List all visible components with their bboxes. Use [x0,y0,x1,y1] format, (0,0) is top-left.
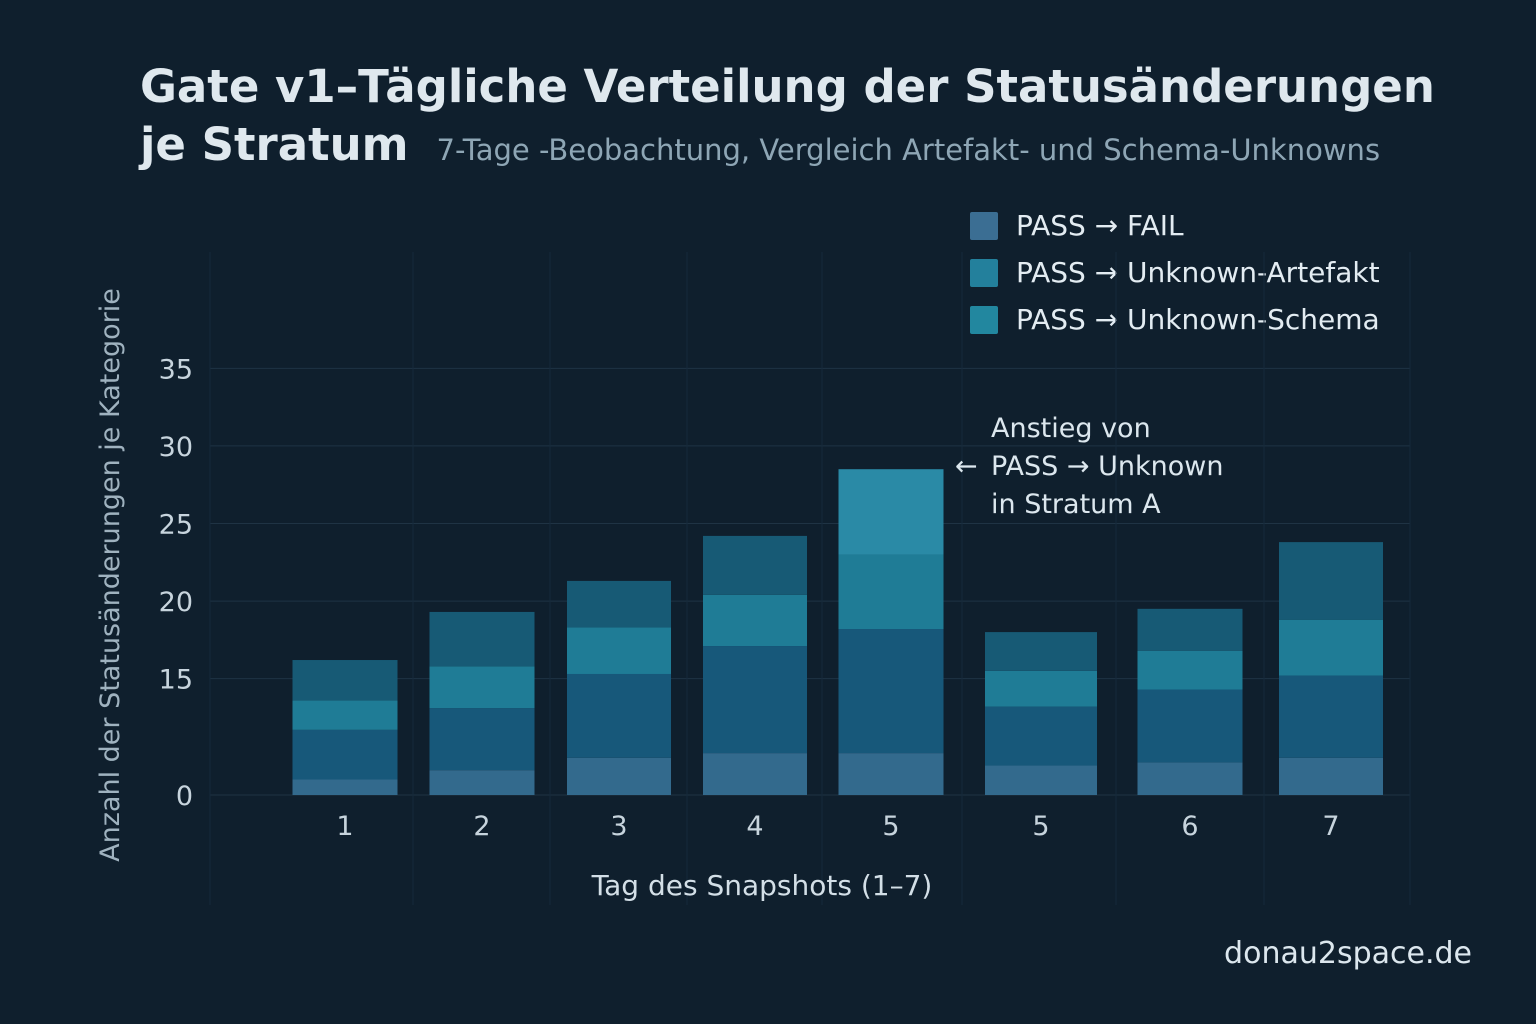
bar-segment [838,628,944,754]
y-tick-label: 20 [159,587,193,618]
bar-segment [567,627,671,674]
bar-segment [1279,675,1383,758]
x-tick-label: 5 [882,811,899,842]
annotation-line: PASS → Unknown [991,451,1224,482]
title-text: Gate v1–Tägliche Verteilung der Statusän… [140,60,1435,171]
bar-segment [292,729,398,780]
y-tick-label: 15 [159,665,193,696]
bar-segment [1137,608,1243,651]
bar-segment [429,666,535,709]
x-axis-label: Tag des Snapshots (1–7) [591,869,933,902]
bar-segment [703,753,807,795]
bar-segment [985,765,1097,795]
x-tick-label: 1 [336,811,353,842]
bar-segment [429,708,535,771]
bar-segment [1137,762,1243,795]
legend-item-unknown-artefakt: PASS → Unknown-Artefakt [970,249,1380,296]
y-axis-label: Anzahl der Statusänderungen je Kategorie [95,288,126,862]
bar-segment [292,700,398,730]
chart-subtitle: 7-Tage -Beobachtung, Vergleich Artefakt-… [436,133,1381,167]
legend-item-pass-fail: PASS → FAIL [970,202,1380,249]
legend-label: PASS → Unknown-Schema [1016,303,1380,336]
bar-segment [567,580,671,628]
x-tick-label: 7 [1322,811,1339,842]
bar-segment [838,753,944,795]
legend: PASS → FAIL PASS → Unknown-Artefakt PASS… [970,202,1380,343]
bar-segment [292,779,398,795]
bar-segment [838,554,944,629]
y-tick-label: 25 [159,510,193,541]
legend-label: PASS → FAIL [1016,209,1184,242]
x-tick-label: 5 [1032,811,1049,842]
bar-segment [1279,757,1383,795]
bar-segment [1279,619,1383,676]
bar-segment [429,770,535,795]
x-tick-label: 3 [610,811,627,842]
y-tick-label: 30 [159,432,193,463]
bar-segment [1279,542,1383,620]
arrow-left-icon: ← [955,451,978,482]
chart-title: Gate v1–Tägliche Verteilung der Statusän… [140,58,1440,179]
bar-segment [703,646,807,754]
legend-swatch [970,305,998,334]
bar-segment [703,594,807,647]
bar-segment [985,632,1097,671]
x-tick-label: 4 [746,811,763,842]
bar-segment [985,706,1097,766]
legend-swatch [970,258,998,287]
x-tick-label: 2 [473,811,490,842]
annotation-line: Anstieg von [991,413,1151,444]
bar-segment [567,673,671,758]
bar-segment [838,469,944,555]
bar-segment [1137,689,1243,763]
y-tick-label: 0 [176,781,193,812]
bar-segment [567,757,671,795]
legend-item-unknown-schema: PASS → Unknown-Schema [970,296,1380,343]
x-tick-label: 6 [1181,811,1198,842]
annotation: ← Anstieg von PASS → Unknown in Stratum … [955,410,1223,524]
annotation-line: in Stratum A [991,489,1161,520]
y-tick-label: 35 [159,354,193,385]
bar-segment [985,670,1097,707]
legend-label: PASS → Unknown-Artefakt [1016,256,1380,289]
bar-segment [292,660,398,701]
bar-segment [703,535,807,595]
bar-segment [1137,650,1243,690]
bar-segment [429,611,535,667]
source-credit: donau2space.de [1224,936,1472,971]
legend-swatch [970,211,998,240]
